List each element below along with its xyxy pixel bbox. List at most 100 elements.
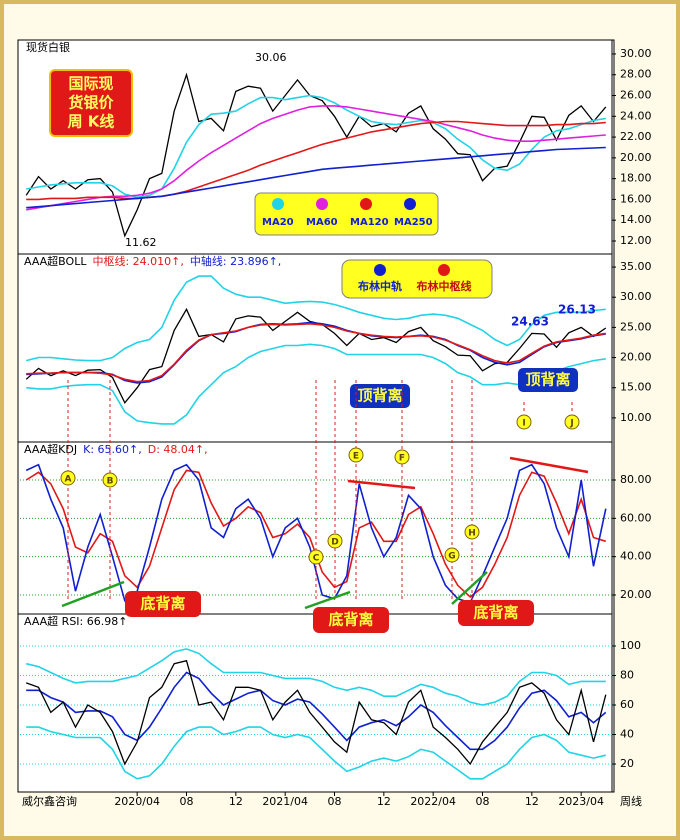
divergence-line — [304, 590, 351, 610]
legend-label: 布林中枢线 — [417, 279, 472, 293]
legend-label: MA20 — [262, 217, 294, 228]
y-tick-label: 60 — [620, 698, 634, 711]
legend-dot — [438, 264, 450, 276]
series-group — [25, 72, 607, 238]
marker-label: A — [65, 475, 72, 485]
divergence-line — [347, 479, 416, 490]
marker-label: I — [522, 419, 525, 429]
series-group — [25, 648, 607, 780]
label-box — [49, 69, 133, 137]
panel-header: 中枢线: 24.010↑, — [92, 254, 183, 268]
annotation-box — [313, 607, 389, 633]
annotation: 30.06 — [255, 51, 287, 64]
panel-header: K: 65.60↑, — [83, 443, 142, 456]
legend-dot — [272, 198, 284, 210]
series-line — [25, 463, 607, 604]
annotation: 底背离 — [140, 595, 185, 613]
x-tick-label: 2020/04 — [114, 795, 160, 808]
y-tick-label: 30.00 — [620, 47, 652, 60]
marker-circle — [516, 414, 532, 430]
x-tick-label: 2021/04 — [262, 795, 308, 808]
legend-dot — [374, 264, 386, 276]
legend-dot — [360, 198, 372, 210]
series-line — [26, 648, 606, 706]
footer-left: 威尔鑫咨询 — [22, 794, 77, 808]
panel-header: AAA超BOLL — [24, 254, 87, 268]
marker-label: E — [353, 452, 359, 462]
footer-right: 周线 — [620, 794, 642, 808]
panel-header: 中轴线: 23.896↑, — [190, 254, 281, 268]
legend-label: 布林中轨 — [358, 279, 402, 293]
y-tick-label: 24.00 — [620, 109, 652, 122]
y-tick-label: 22.00 — [620, 130, 652, 143]
y-tick-label: 28.00 — [620, 68, 652, 81]
label-box-text: 货银价 — [68, 94, 114, 112]
divergence-line — [451, 571, 488, 605]
marker-circle — [444, 547, 460, 563]
marker-label: C — [313, 554, 320, 564]
x-tick-label: 12 — [229, 795, 243, 808]
y-tick-label: 20.00 — [620, 588, 652, 601]
x-tick-label: 08 — [180, 795, 194, 808]
y-tick-label: 14.00 — [620, 213, 652, 226]
y-tick-label: 12.00 — [620, 234, 652, 247]
marker-circle — [308, 549, 324, 565]
annotation: 底背离 — [328, 611, 373, 629]
series-line — [26, 726, 606, 780]
y-tick-label: 80 — [620, 668, 634, 681]
legend-label: MA250 — [394, 217, 433, 228]
annotation: 底背离 — [473, 604, 518, 622]
panel-header: AAA超KDJ — [24, 442, 77, 456]
marker-circle — [327, 533, 343, 549]
legend-label: MA120 — [350, 217, 389, 228]
x-tick-label: 08 — [476, 795, 490, 808]
y-tick-label: 10.00 — [620, 411, 652, 424]
marker-circle — [394, 449, 410, 465]
marker-circle — [464, 524, 480, 540]
y-tick-label: 30.00 — [620, 290, 652, 303]
chart-title: 现货白银 — [26, 40, 70, 54]
annotation-box — [518, 368, 578, 392]
series-group — [25, 275, 607, 425]
x-tick-label: 2022/04 — [410, 795, 456, 808]
y-tick-label: 26.00 — [620, 89, 652, 102]
y-tick-label: 16.00 — [620, 192, 652, 205]
y-tick-label: 25.00 — [620, 320, 652, 333]
y-tick-label: 18.00 — [620, 172, 652, 185]
marker-label: H — [468, 529, 476, 539]
y-tick-label: 40.00 — [620, 550, 652, 563]
x-tick-label: 2023/04 — [558, 795, 604, 808]
legend-box — [254, 192, 439, 236]
series-line — [26, 343, 606, 425]
y-tick-label: 80.00 — [620, 473, 652, 486]
series-line — [26, 120, 606, 201]
panel-header: D: 48.04↑, — [148, 443, 208, 456]
legend-dot — [404, 198, 416, 210]
series-line — [26, 275, 606, 362]
annotation-box — [125, 591, 201, 617]
marker-circle — [348, 447, 364, 463]
marker-label: B — [107, 477, 114, 487]
y-tick-label: 20 — [620, 757, 634, 770]
label-box-text: 国际现 — [68, 75, 113, 93]
y-tick-label: 100 — [620, 639, 641, 652]
annotation: 顶背离 — [525, 371, 570, 389]
marker-circle — [102, 472, 118, 488]
x-tick-label: 12 — [525, 795, 539, 808]
divergence-line — [61, 580, 125, 608]
series-line — [26, 321, 606, 384]
series-line — [25, 659, 607, 766]
annotation: 11.62 — [125, 236, 157, 249]
marker-label: D — [331, 538, 338, 548]
annotation-box — [350, 384, 410, 408]
marker-label: G — [448, 552, 455, 562]
panel-header: AAA超 RSI: 66.98↑ — [24, 614, 127, 628]
x-tick-label: 12 — [377, 795, 391, 808]
series-line — [26, 146, 606, 209]
annotation: 24.63 — [511, 315, 549, 329]
x-tick-label: 08 — [328, 795, 342, 808]
series-line — [25, 72, 607, 238]
annotation: 26.13 — [558, 303, 596, 317]
marker-label: J — [569, 419, 573, 429]
